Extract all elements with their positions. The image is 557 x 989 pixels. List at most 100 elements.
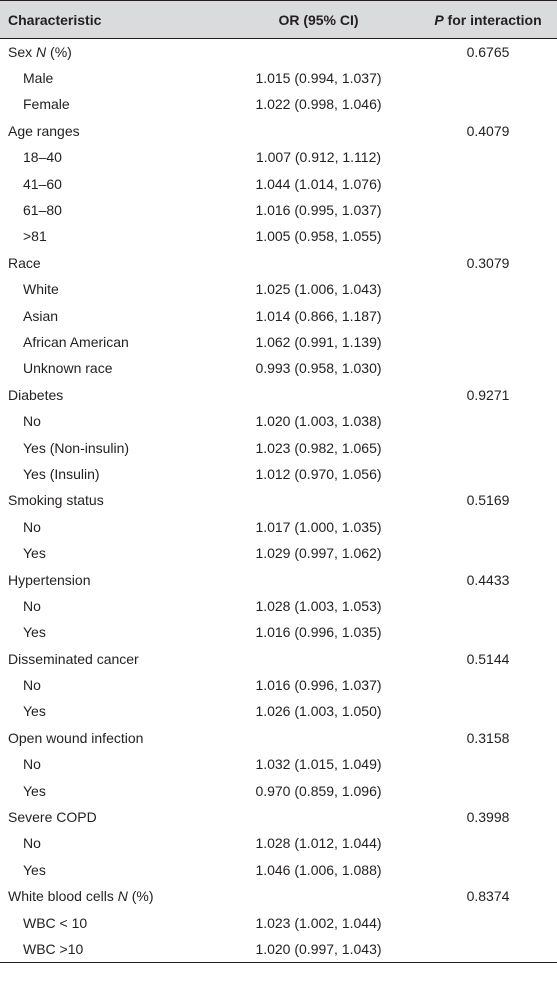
p-interaction-value — [419, 65, 557, 91]
label-text: Sex — [8, 43, 37, 60]
p-interaction-value: 0.4079 — [466, 122, 510, 139]
group-row: Open wound infection 0.3158 — [0, 725, 557, 751]
or-ci-value — [218, 645, 419, 671]
row-label: No — [23, 835, 41, 852]
header-p-interaction: P for interaction — [419, 0, 557, 39]
or-ci-value: 1.016 (0.996, 1.037) — [255, 677, 382, 694]
or-ci-value: 1.022 (0.998, 1.046) — [255, 96, 382, 113]
table-row: Yes (Non-insulin) 1.023 (0.982, 1.065) — [0, 434, 557, 460]
p-interaction-value — [419, 909, 557, 935]
header-p-label: for interaction — [443, 11, 542, 28]
row-label: Yes — [23, 782, 46, 799]
p-interaction-value — [419, 91, 557, 117]
p-interaction-value: 0.4433 — [466, 571, 510, 588]
table-row: Yes 1.046 (1.006, 1.088) — [0, 857, 557, 883]
or-ci-value: 1.062 (0.991, 1.139) — [255, 333, 382, 350]
p-interaction-value: 0.5144 — [466, 650, 510, 667]
row-label: African American — [23, 333, 129, 350]
p-interaction-value — [419, 170, 557, 196]
or-ci-value: 1.012 (0.970, 1.056) — [255, 465, 382, 482]
row-label: 41–60 — [23, 175, 62, 192]
or-ci-value — [218, 382, 419, 408]
row-label: No — [23, 756, 41, 773]
label-suffix: (%) — [127, 888, 154, 905]
or-ci-value: 1.014 (0.866, 1.187) — [255, 307, 382, 324]
group-row: Smoking status 0.5169 — [0, 487, 557, 513]
row-label: No — [23, 413, 41, 430]
or-ci-value — [218, 118, 419, 144]
table-row: 61–80 1.016 (0.995, 1.037) — [0, 197, 557, 223]
or-ci-value: 1.028 (1.003, 1.053) — [255, 597, 382, 614]
p-interaction-value — [419, 935, 557, 963]
table-row: No 1.017 (1.000, 1.035) — [0, 514, 557, 540]
table-row: Yes 0.970 (0.859, 1.096) — [0, 777, 557, 803]
or-ci-value: 1.023 (1.002, 1.044) — [255, 914, 382, 931]
group-row: Sex N (%) 0.6765 — [0, 39, 557, 65]
p-interaction-value — [419, 223, 557, 249]
p-interaction-value — [419, 144, 557, 170]
p-interaction-value — [419, 593, 557, 619]
row-label: Female — [23, 96, 70, 113]
or-ci-value: 1.025 (1.006, 1.043) — [255, 281, 382, 298]
or-ci-value — [218, 250, 419, 276]
row-label: Male — [23, 70, 54, 87]
or-ci-value: 1.016 (0.995, 1.037) — [255, 202, 382, 219]
or-ci-value: 1.005 (0.958, 1.055) — [255, 228, 382, 245]
table-row: 41–60 1.044 (1.014, 1.076) — [0, 170, 557, 196]
group-label: Severe COPD — [8, 809, 97, 826]
row-label: Yes (Insulin) — [23, 465, 100, 482]
group-label: Race — [8, 254, 41, 271]
label-italic-n: N — [36, 43, 47, 60]
p-interaction-value — [419, 276, 557, 302]
header-row: Characteristic OR (95% CI) P for interac… — [0, 0, 557, 39]
p-interaction-value — [419, 830, 557, 856]
row-label: Yes — [23, 703, 46, 720]
row-label: >81 — [23, 228, 47, 245]
group-label: Age ranges — [8, 122, 80, 139]
label-suffix: (%) — [46, 43, 72, 60]
or-ci-value: 1.015 (0.994, 1.037) — [255, 70, 382, 87]
or-ci-value — [218, 725, 419, 751]
row-label: Yes (Non-insulin) — [23, 439, 130, 456]
or-ci-value: 0.993 (0.958, 1.030) — [255, 360, 382, 377]
or-ci-value: 1.016 (0.996, 1.035) — [255, 624, 382, 641]
table-row: Yes 1.016 (0.996, 1.035) — [0, 619, 557, 645]
table-row: Yes (Insulin) 1.012 (0.970, 1.056) — [0, 461, 557, 487]
group-row: Race 0.3079 — [0, 250, 557, 276]
table-row: White 1.025 (1.006, 1.043) — [0, 276, 557, 302]
table-row: No 1.020 (1.003, 1.038) — [0, 408, 557, 434]
or-ci-value: 1.029 (0.997, 1.062) — [255, 545, 382, 562]
row-label: Yes — [23, 545, 46, 562]
or-ci-value: 1.026 (1.003, 1.050) — [255, 703, 382, 720]
p-interaction-value — [419, 672, 557, 698]
or-ci-value: 1.032 (1.015, 1.049) — [255, 756, 382, 773]
row-label: Unknown race — [23, 360, 113, 377]
p-interaction-value — [419, 408, 557, 434]
group-label: Open wound infection — [8, 729, 144, 746]
data-table: Characteristic OR (95% CI) P for interac… — [0, 0, 557, 963]
group-label: Disseminated cancer — [8, 650, 139, 667]
row-label: Asian — [23, 307, 59, 324]
group-label: Smoking status — [8, 492, 104, 509]
or-ci-value: 1.044 (1.014, 1.076) — [255, 175, 382, 192]
p-interaction-value: 0.9271 — [466, 386, 510, 403]
row-label: No — [23, 518, 41, 535]
table-row: >81 1.005 (0.958, 1.055) — [0, 223, 557, 249]
row-label: 18–40 — [23, 149, 62, 166]
p-interaction-value: 0.3079 — [466, 254, 510, 271]
table-row: Yes 1.026 (1.003, 1.050) — [0, 698, 557, 724]
p-interaction-value — [419, 751, 557, 777]
table-row: No 1.032 (1.015, 1.049) — [0, 751, 557, 777]
row-label: No — [23, 677, 41, 694]
p-interaction-value — [419, 197, 557, 223]
or-ci-value — [218, 566, 419, 592]
p-interaction-value: 0.5169 — [466, 492, 510, 509]
row-label: WBC < 10 — [23, 914, 88, 931]
row-label: White — [23, 281, 59, 298]
p-interaction-value: 0.8374 — [466, 888, 510, 905]
row-label: Yes — [23, 624, 46, 641]
group-row: Hypertension 0.4433 — [0, 566, 557, 592]
p-interaction-value — [419, 302, 557, 328]
p-interaction-value — [419, 514, 557, 540]
table-row: WBC >10 1.020 (0.997, 1.043) — [0, 935, 557, 963]
